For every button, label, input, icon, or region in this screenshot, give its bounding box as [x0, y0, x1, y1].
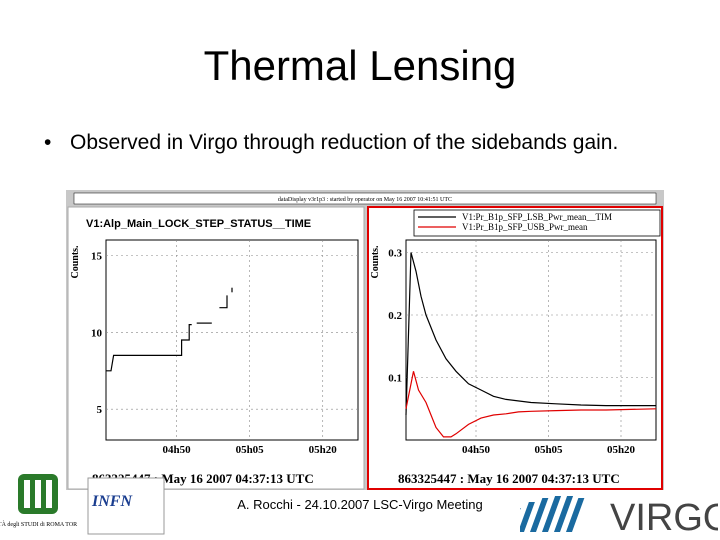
slide-title: Thermal Lensing: [203, 42, 517, 89]
plot-canvas: dataDisplay v3r1p3 : started by operator…: [66, 190, 664, 490]
y-tick-label: 0.2: [388, 310, 402, 322]
series-line-3: [219, 295, 228, 309]
plot-window: dataDisplay v3r1p3 : started by operator…: [66, 190, 664, 490]
y-tick-label: 15: [91, 250, 103, 262]
virgo-text: VIRGO: [610, 497, 718, 538]
legend-box: [413, 209, 661, 237]
x-tick-label: 04h50: [462, 444, 491, 456]
tor-vergata-text: UNIVERSITÀ degli STUDI di ROMA TOR VERGA…: [0, 520, 78, 528]
y-tick-label: 0.1: [388, 373, 402, 385]
x-tick-label: 05h05: [534, 444, 563, 456]
y-tick-label: 0.3: [388, 248, 402, 260]
x-tick-label: 05h20: [607, 444, 636, 456]
left-panel-bg: [67, 206, 365, 490]
tor-vergata-logo: UNIVERSITÀ degli STUDI di ROMA TOR VERGA…: [0, 474, 78, 528]
y-tick-label: 10: [91, 327, 103, 339]
legend-label: V1:Pr_B1p_SFP_LSB_Pwr_mean__TIM: [462, 212, 612, 222]
x-tick-label: 04h50: [162, 444, 191, 456]
right-panel-bg: [367, 206, 663, 490]
infn-logo: INFN: [87, 477, 165, 535]
series-line-1: [405, 252, 656, 416]
plot-frame: [405, 239, 657, 441]
x-tick-label: 05h05: [236, 444, 265, 456]
bullet-dot: •: [44, 131, 52, 154]
y-tick-label: 5: [97, 404, 103, 416]
series-line-2: [405, 371, 657, 438]
slide-footer: A. Rocchi - 24.10.2007 LSC-Virgo Meeting: [237, 497, 483, 512]
bullet-text: Observed in Virgo through reduction of t…: [70, 131, 619, 154]
chart-title: V1:Alp_Main_LOCK_STEP_STATUS__TIME: [86, 218, 311, 230]
virgo-logo: VIRGO: [520, 496, 718, 538]
series-line-1: [106, 324, 192, 372]
window-caption: dataDisplay v3r1p3 : started by operator…: [278, 197, 452, 203]
plot-frame: [105, 239, 359, 441]
x-tick-label: 05h20: [309, 444, 338, 456]
legend-label: V1:Pr_B1p_SFP_USB_Pwr_mean: [462, 222, 588, 232]
y-axis-label: Counts.: [70, 245, 81, 279]
infn-text: INFN: [91, 493, 133, 510]
chart-right: 04h50 05h05 05h20 0.1 0.2 0.3 Counts. V1:Pr_B1p…: [370, 209, 661, 486]
timestamp-label: 863325447 : May 16 2007 04:37:13 UTC: [398, 471, 620, 486]
y-axis-label: Counts.: [370, 245, 381, 279]
